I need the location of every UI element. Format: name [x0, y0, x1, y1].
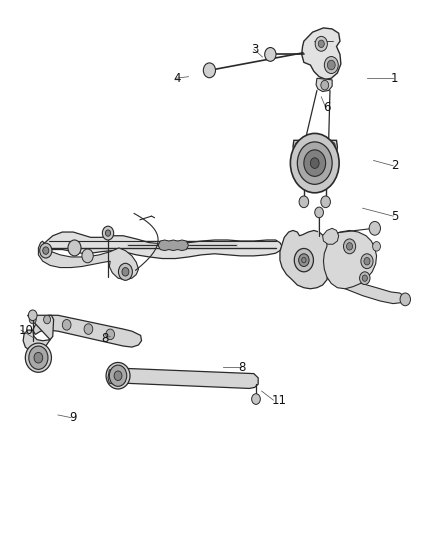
Circle shape — [329, 142, 335, 149]
Circle shape — [364, 257, 370, 265]
Circle shape — [315, 36, 327, 51]
Circle shape — [114, 371, 122, 381]
Text: 3: 3 — [252, 43, 259, 55]
Circle shape — [304, 150, 325, 176]
Polygon shape — [325, 273, 405, 304]
Circle shape — [122, 268, 129, 276]
Circle shape — [361, 254, 373, 269]
Circle shape — [28, 310, 37, 320]
Polygon shape — [40, 232, 282, 259]
Circle shape — [373, 241, 381, 251]
Circle shape — [299, 196, 309, 208]
Circle shape — [329, 167, 335, 175]
Polygon shape — [323, 230, 377, 289]
Ellipse shape — [106, 362, 130, 389]
Circle shape — [44, 316, 50, 324]
Polygon shape — [23, 316, 53, 351]
Text: 9: 9 — [69, 411, 76, 424]
Circle shape — [318, 40, 324, 47]
Circle shape — [295, 167, 301, 175]
Polygon shape — [117, 368, 258, 389]
Circle shape — [295, 142, 301, 149]
Circle shape — [252, 394, 260, 405]
Text: 1: 1 — [391, 72, 399, 85]
Circle shape — [110, 365, 127, 386]
Circle shape — [343, 239, 356, 254]
Circle shape — [290, 133, 339, 193]
Circle shape — [82, 249, 93, 263]
Circle shape — [324, 56, 338, 74]
Polygon shape — [302, 28, 341, 79]
Circle shape — [265, 47, 276, 61]
Circle shape — [29, 316, 36, 324]
Text: 8: 8 — [239, 361, 246, 374]
Circle shape — [321, 196, 330, 208]
Circle shape — [315, 207, 323, 217]
Circle shape — [118, 263, 132, 280]
Circle shape — [106, 329, 115, 340]
Circle shape — [102, 226, 114, 240]
Text: 8: 8 — [102, 332, 109, 344]
Polygon shape — [316, 78, 332, 92]
Text: 10: 10 — [19, 324, 34, 337]
Circle shape — [369, 221, 381, 235]
Polygon shape — [280, 230, 330, 289]
Polygon shape — [322, 228, 339, 244]
Circle shape — [302, 257, 306, 263]
Circle shape — [62, 319, 71, 330]
Circle shape — [203, 63, 215, 78]
Circle shape — [327, 60, 335, 70]
Circle shape — [106, 230, 111, 236]
Circle shape — [71, 244, 78, 252]
Circle shape — [321, 80, 328, 90]
Circle shape — [68, 240, 81, 256]
Circle shape — [400, 293, 410, 306]
Ellipse shape — [25, 343, 51, 372]
Circle shape — [294, 248, 314, 272]
Polygon shape — [293, 140, 337, 177]
Circle shape — [299, 254, 309, 266]
Polygon shape — [33, 316, 141, 347]
Text: 11: 11 — [271, 393, 286, 407]
Polygon shape — [108, 370, 120, 384]
Text: 4: 4 — [173, 72, 181, 85]
Circle shape — [43, 247, 49, 254]
Circle shape — [346, 243, 353, 250]
Circle shape — [34, 352, 43, 363]
Circle shape — [29, 346, 48, 369]
Circle shape — [311, 158, 319, 168]
Circle shape — [84, 324, 93, 334]
Text: 2: 2 — [391, 159, 399, 172]
Circle shape — [297, 142, 332, 184]
Circle shape — [360, 272, 370, 285]
Text: 5: 5 — [391, 209, 398, 223]
Text: 6: 6 — [323, 101, 331, 114]
Polygon shape — [39, 241, 138, 280]
Circle shape — [40, 243, 52, 258]
Circle shape — [362, 275, 367, 281]
Polygon shape — [158, 240, 188, 251]
